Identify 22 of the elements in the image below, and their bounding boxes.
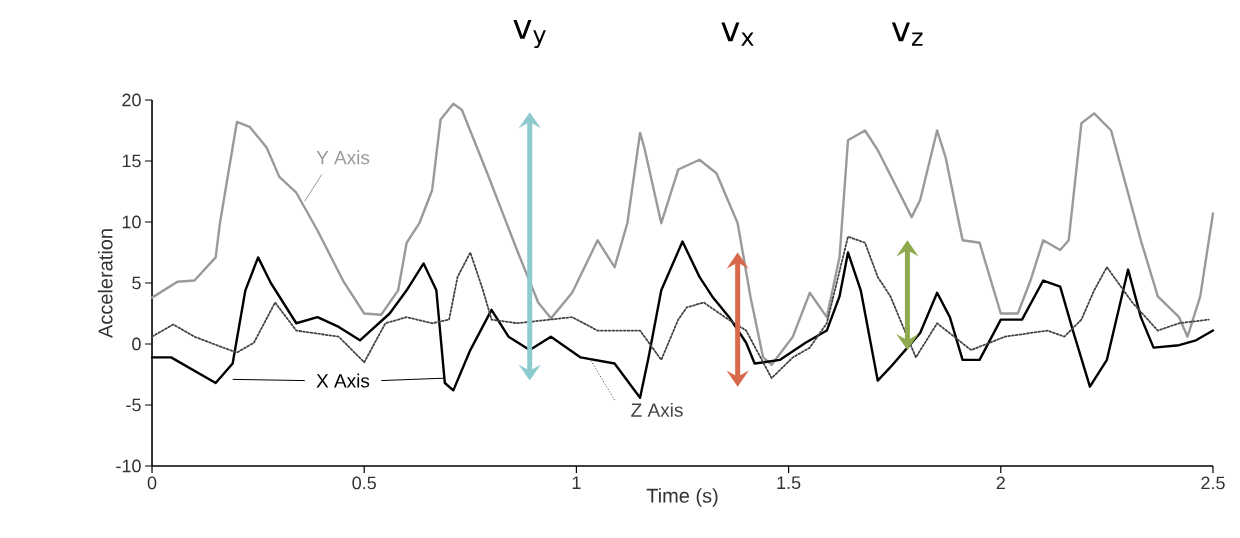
y-axis-title: Acceleration	[97, 229, 113, 338]
text: v$_{z}$	[891, 22, 923, 46]
y-tick-label: -10	[116, 459, 141, 473]
text: v$_{y}$	[513, 20, 546, 49]
series-label: Y Axis	[316, 150, 370, 165]
x-axis-title: Time (s)	[646, 488, 718, 507]
y-tick-label: 0	[132, 337, 141, 351]
y-tick-label: -5	[126, 398, 141, 412]
legend-label: X Axis	[316, 373, 370, 388]
y-tick-label: 5	[132, 276, 141, 290]
line-series	[150, 102, 1215, 366]
y-tick-label: 20	[122, 93, 141, 107]
y-tick-label: 15	[122, 154, 141, 168]
x-tick-label: 1	[572, 476, 581, 489]
y-tick-label: 10	[122, 215, 141, 229]
x-tick-label: 0	[147, 476, 157, 490]
x-tick-label: 2.5	[1201, 476, 1225, 490]
x-tick-label: 1.5	[777, 476, 801, 490]
x-tick-label: 0.5	[352, 476, 376, 490]
text: v$_{x}$	[721, 22, 754, 46]
text: Z Axis	[631, 402, 683, 417]
x-tick-label: 2	[996, 476, 1005, 490]
